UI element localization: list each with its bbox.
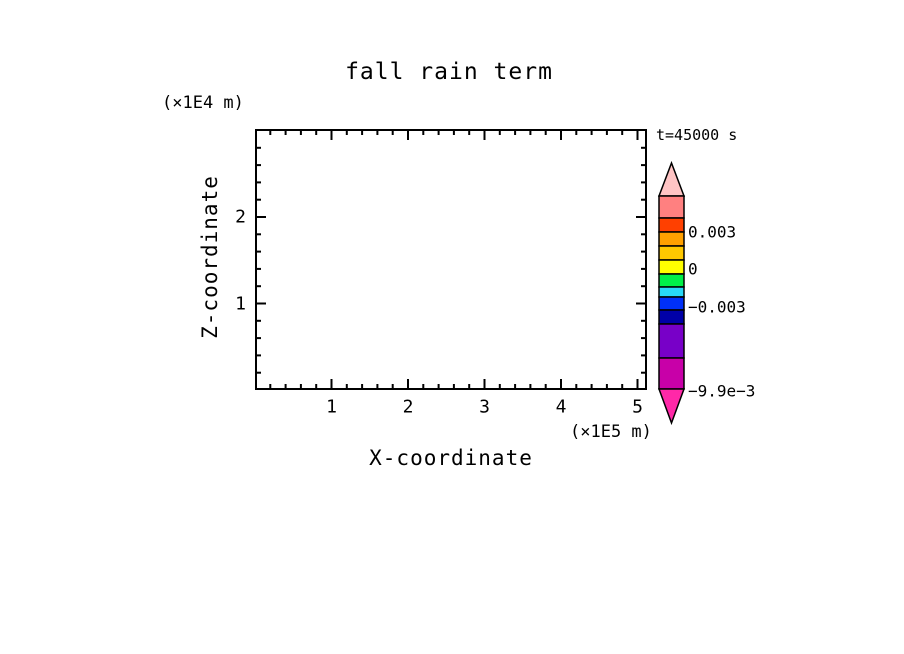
colorbar-segment: [658, 357, 685, 390]
colorbar-segment: [658, 217, 685, 233]
colorbar-segment: [658, 273, 685, 288]
colorbar-segment: [658, 286, 685, 298]
colorbar-segment: [658, 309, 685, 325]
x-tick-label: 3: [479, 396, 490, 418]
colorbar-segment: [658, 259, 685, 275]
x-axis-title: X-coordinate: [369, 446, 533, 470]
y-tick-label: 1: [235, 293, 246, 314]
x-tick-label: 1: [326, 396, 337, 418]
colorbar-segment: [658, 296, 685, 311]
plot-area-frame: [255, 129, 647, 390]
x-tick-label: 5: [632, 396, 643, 418]
colorbar-segment: [658, 195, 685, 219]
y-tick-label: 2: [235, 206, 246, 228]
y-axis-unit-label: (×1E4 m): [162, 93, 244, 113]
x-tick-label: 4: [555, 396, 567, 418]
colorbar-label: −0.003: [688, 297, 746, 317]
chart-title: fall rain term: [345, 59, 553, 85]
x-axis-unit-label: (×1E5 m): [570, 422, 652, 442]
colorbar-segment: [658, 231, 685, 247]
colorbar-arrow-bottom: [657, 388, 686, 426]
colorbar-label: 0.003: [688, 222, 737, 242]
colorbar-arrow-top: [657, 160, 686, 197]
colorbar-segment: [658, 245, 685, 261]
colorbar-segment: [658, 323, 685, 359]
time-annotation: t=45000 s: [656, 126, 738, 144]
colorbar-label: −9.9e−3: [688, 381, 756, 401]
colorbar-label: 0: [688, 259, 698, 279]
x-tick-label: 2: [402, 396, 414, 418]
